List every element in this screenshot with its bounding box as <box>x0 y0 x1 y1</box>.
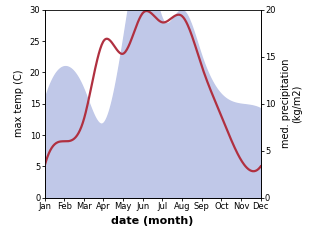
Y-axis label: max temp (C): max temp (C) <box>14 70 24 138</box>
X-axis label: date (month): date (month) <box>111 216 194 226</box>
Y-axis label: med. precipitation
(kg/m2): med. precipitation (kg/m2) <box>281 59 303 148</box>
